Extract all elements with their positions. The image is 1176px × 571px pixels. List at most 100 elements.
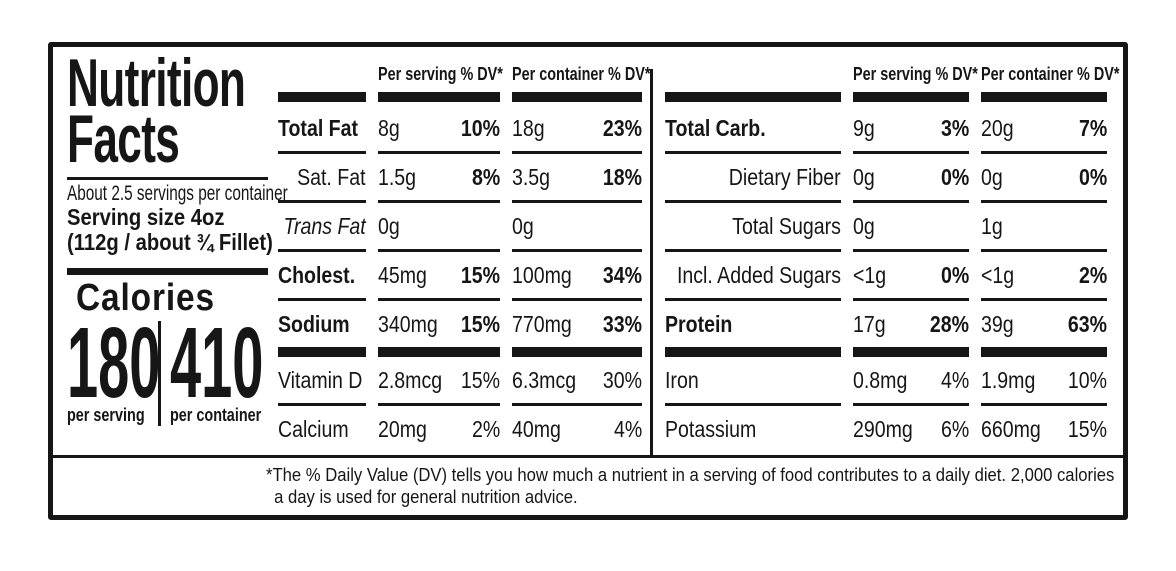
per-container-value: 18g 23% [512,105,642,154]
nutrient-name-label: Vitamin D [278,366,363,393]
calories-section-bar [67,267,268,275]
nutrient-name: Protein [665,301,841,347]
amount: 8g [378,114,400,141]
amount: <1g [853,261,887,288]
section-bar [981,347,1107,357]
label-title-line2: Facts [67,101,180,178]
nutrient-name: Trans Fat [278,203,366,252]
amount: 18g [512,114,545,141]
nutrient-name-label: Sat. Fat [297,163,366,190]
amount: 770mg [512,310,572,337]
amount: 0g [378,212,400,239]
serving-size: Serving size 4oz (112g / about ¾ Fillet) [67,204,278,256]
section-bar [853,347,969,357]
amount: 1.5g [378,163,417,190]
daily-value: 33% [602,310,642,337]
per-serving-value: 45mg 15% [378,252,500,301]
amount: 20mg [378,415,427,442]
amount: 0g [512,212,534,239]
daily-value: 23% [602,114,642,141]
nutrient-name: Iron [665,357,841,406]
column-header-per-container-label: Per container % DV* [981,64,1120,84]
nutrient-name-label: Cholest. [278,261,356,288]
per-serving-value: 17g 28% [853,301,969,347]
daily-value: 3% [940,114,969,141]
nutrient-name: Vitamin D [278,357,366,406]
nutrient-name-label: Iron [665,366,699,393]
column-header-per-container-label: Per container % DV* [512,64,651,84]
daily-value: 0% [940,261,969,288]
nutrient-name-label: Incl. Added Sugars [676,261,841,288]
per-container-value: 20g 7% [981,105,1107,154]
per-serving-value: 20mg 2% [378,406,500,452]
calories-values: 180 per serving 410 per container [67,307,278,427]
nutrient-name-label: Dietary Fiber [729,163,841,190]
amount: 17g [853,310,886,337]
section-bar [512,347,642,357]
amount: 9g [853,114,875,141]
amount: 0g [853,163,875,190]
per-serving-value: 340mg 15% [378,301,500,347]
amount: 2.8mcg [378,366,443,393]
calories-per-container-label-text: per container [170,405,262,426]
label-title-line1: Nutrition [67,45,246,121]
footnote-section: *The % Daily Value (DV) tells you how mu… [53,455,1123,515]
per-serving-value: 0g [853,203,969,252]
daily-value: 0% [940,163,969,190]
calories-per-serving-value: 180 [67,313,160,413]
label-title: Nutrition Facts [67,45,278,178]
per-serving-value: <1g 0% [853,252,969,301]
per-serving-value: 0.8mg 4% [853,357,969,406]
per-serving-value: 1.5g 8% [378,154,500,203]
servings-per-container: About 2.5 servings per container [67,182,288,205]
section-bar [278,347,366,357]
nutrient-name-label: Sodium [278,310,350,337]
calories-per-container-label: per container [170,405,273,426]
daily-value: 10% [460,114,500,141]
nutrition-table-fats: Per serving % DV* Per container % DV* To… [278,47,650,455]
nutrient-name: Incl. Added Sugars [665,252,841,301]
nutrient-name-label: Total Sugars [732,212,841,239]
header-bar [981,92,1107,102]
calories-heading: Calories [76,276,278,320]
nutrition-facts-label: Nutrition Facts About 2.5 servings per c… [48,42,1128,520]
column-header-per-serving-label: Per serving % DV* [853,64,978,84]
nutrient-name: Calcium [278,406,366,452]
serving-size-line2: (112g / about ¾ Fillet) [67,229,273,256]
nutrient-name: Total Carb. [665,105,841,154]
daily-value: 30% [602,366,642,393]
section-bar [665,347,841,357]
daily-value: 2% [471,415,500,442]
column-header-spacer [278,47,366,92]
daily-value: 7% [1078,114,1107,141]
nutrient-name-label: Trans Fat [283,212,366,239]
nutrient-name-label: Total Carb. [665,114,766,141]
calories-per-container-number: 410 [170,307,264,420]
per-serving-value: 2.8mcg 15% [378,357,500,406]
per-container-value: 100mg 34% [512,252,642,301]
header-bar [665,92,841,102]
daily-value: 4% [940,366,969,393]
per-container-value: <1g 2% [981,252,1107,301]
label-body: Nutrition Facts About 2.5 servings per c… [53,47,1123,455]
per-container-value: 3.5g 18% [512,154,642,203]
per-container-value: 6.3mcg 30% [512,357,642,406]
amount: 0.8mg [853,366,908,393]
daily-value: 15% [460,261,500,288]
daily-value: 4% [613,415,642,442]
header-bar [278,92,366,102]
daily-value: 34% [602,261,642,288]
amount: 340mg [378,310,438,337]
amount: 1.9mg [981,366,1036,393]
daily-value: 28% [929,310,969,337]
per-container-value: 1.9mg 10% [981,357,1107,406]
daily-value: 6% [940,415,969,442]
column-header-per-container: Per container % DV* [981,47,1119,92]
amount: 290mg [853,415,913,442]
daily-value: 15% [1067,415,1107,442]
amount: 40mg [512,415,561,442]
calories-heading-text: Calories [76,276,216,319]
amount: 6.3mcg [512,366,577,393]
calories-per-serving: 180 per serving [67,313,161,427]
amount: <1g [981,261,1015,288]
